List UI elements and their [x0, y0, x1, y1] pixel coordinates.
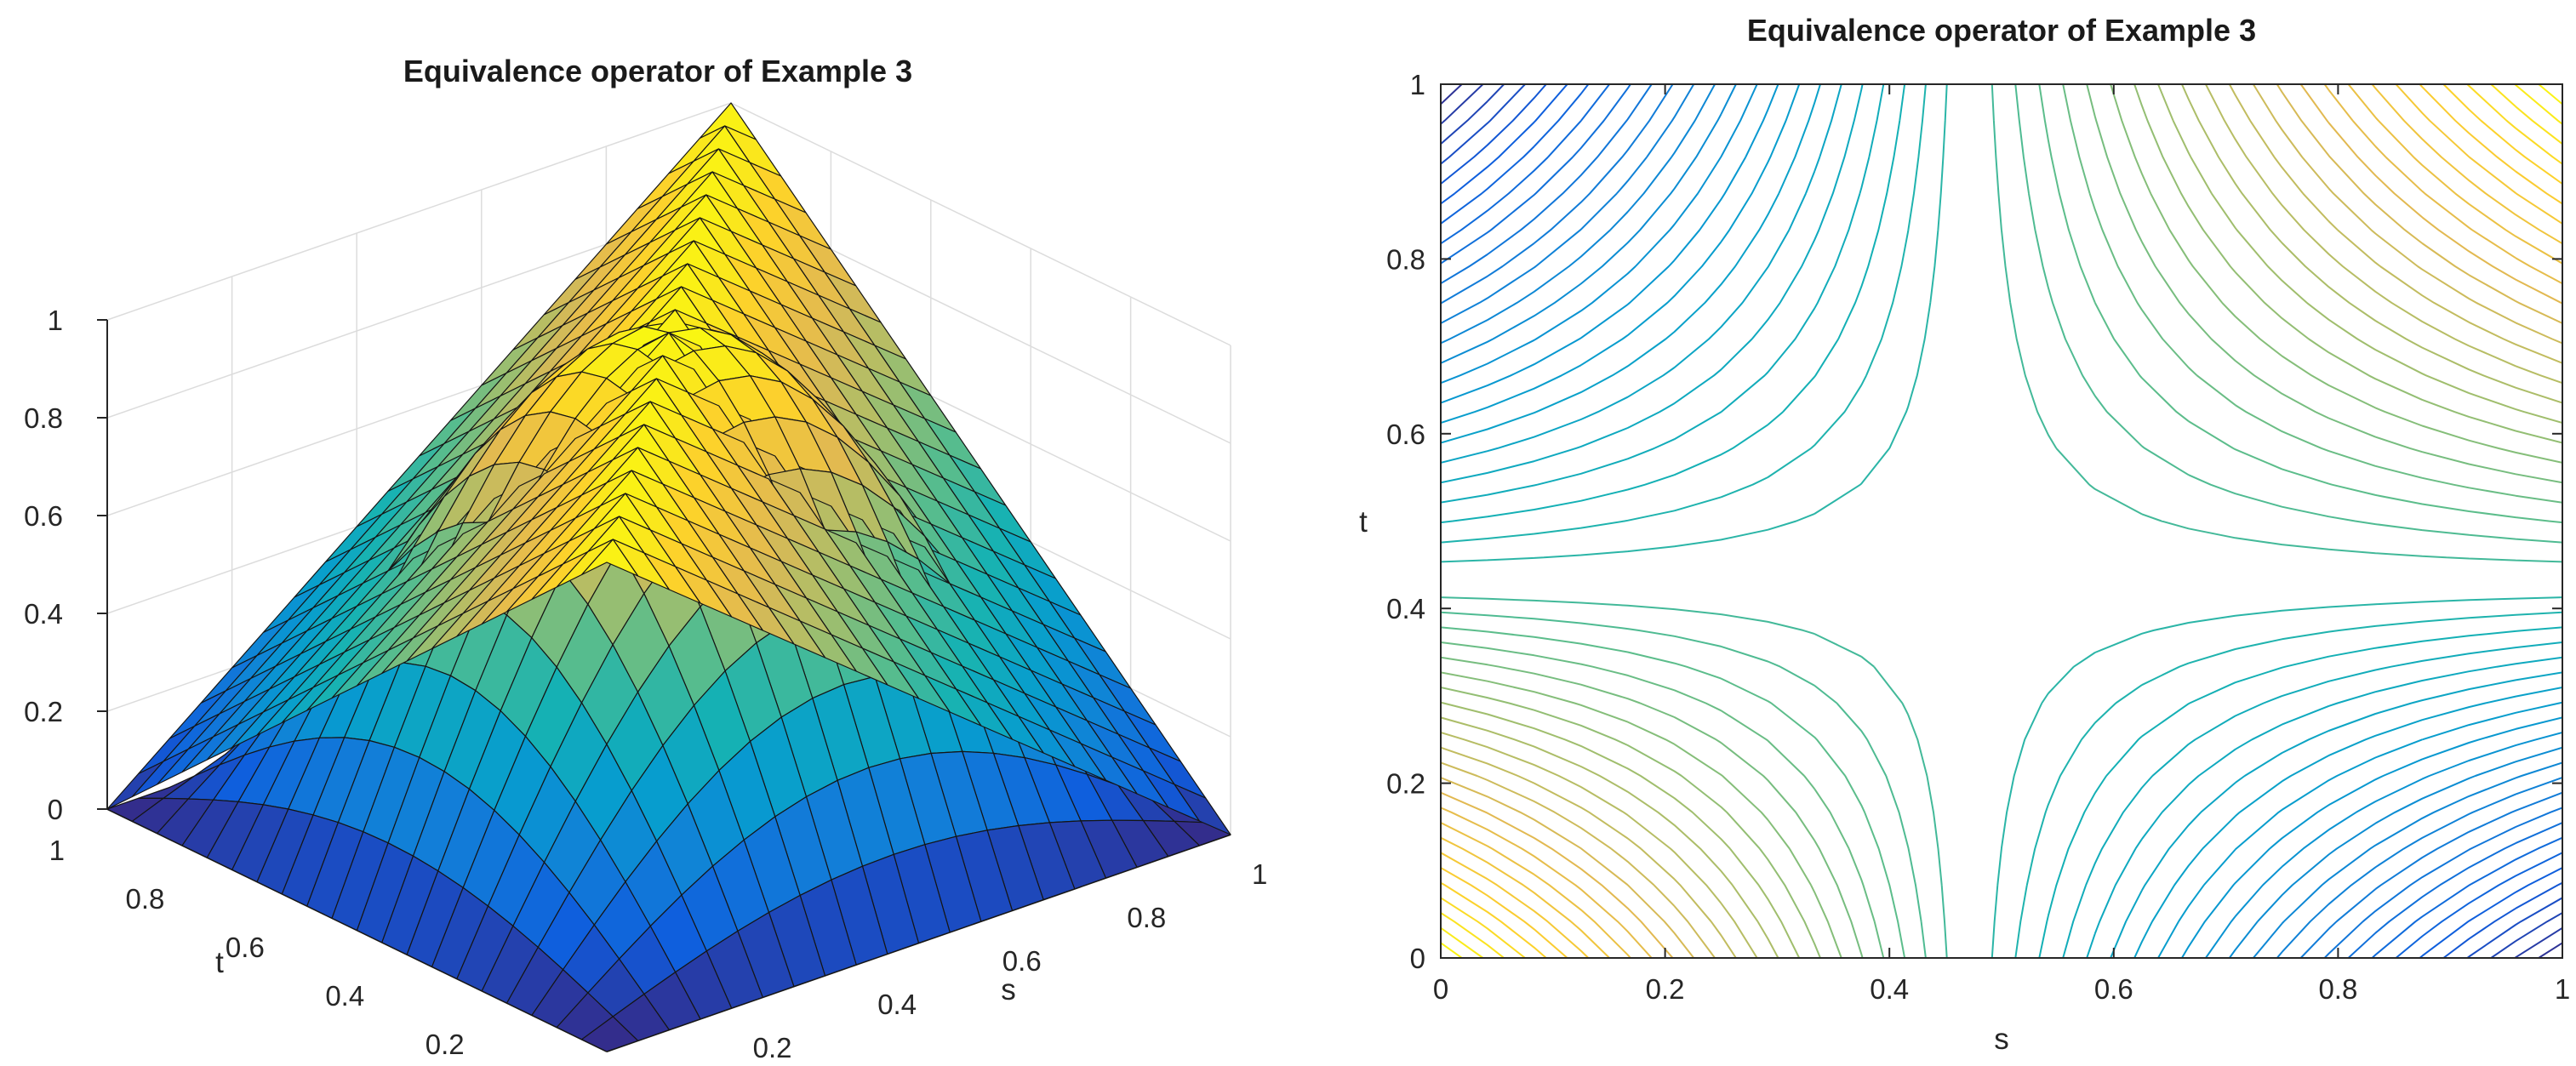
y-tick-label: 0.4 — [325, 980, 364, 1012]
contour-line — [1441, 84, 2562, 958]
y-tick-label: 1 — [49, 835, 65, 866]
contour-line — [1441, 84, 2562, 958]
surface-plot-xlabel: s — [1001, 973, 1016, 1006]
contour-line — [1441, 84, 2562, 958]
contour-plot-frame — [1440, 83, 2563, 959]
contour-line — [1441, 84, 2562, 958]
x-tick-label: 1 — [2555, 973, 2570, 1005]
contour-line — [1441, 84, 2562, 958]
y-tick-label: 0.6 — [1386, 419, 1425, 450]
contour-line — [1441, 84, 2562, 958]
contour-plot-tick-labels: 0 0.2 0.4 0.6 0.8 1 0 0.2 0.4 0.6 0.8 1 — [1386, 69, 2570, 1005]
contour-line — [1441, 84, 2562, 958]
contour-lines — [1441, 84, 2562, 958]
contour-line — [1441, 84, 2562, 958]
surface-facet — [580, 1016, 639, 1052]
contour-line — [1441, 84, 2562, 958]
x-tick-label: 0.8 — [1127, 902, 1166, 933]
y-tick-label: 0.2 — [1386, 768, 1425, 800]
contour-line — [1441, 84, 2562, 958]
z-tick-label: 1 — [48, 305, 63, 336]
contour-line — [1441, 84, 2562, 958]
x-tick-label: 0.2 — [753, 1032, 792, 1063]
contour-line — [1441, 84, 2562, 958]
contour-line — [1441, 84, 2562, 958]
x-tick-label: 0 — [1433, 973, 1448, 1005]
surface-plot-surfaces — [106, 102, 1231, 1052]
contour-line — [1441, 84, 2562, 958]
contour-line — [1441, 84, 2562, 958]
contour-line — [1441, 84, 2562, 958]
contour-line — [1441, 84, 2562, 958]
surface-plot-title: Equivalence operator of Example 3 — [403, 54, 912, 88]
z-tick-label: 0 — [48, 794, 63, 825]
contour-line — [1441, 84, 2562, 958]
wall-gridline — [106, 102, 732, 321]
y-tick-label: 1 — [1410, 69, 1425, 100]
contour-line — [1441, 84, 2562, 958]
contour-line — [1441, 84, 2562, 958]
x-tick-label: 0.6 — [1002, 945, 1042, 977]
contour-plot-title: Equivalence operator of Example 3 — [1747, 13, 2256, 48]
contour-line — [1441, 84, 2562, 958]
contour-line — [1441, 84, 2562, 958]
contour-line — [1441, 84, 2562, 958]
contour-line — [1441, 84, 2562, 958]
contour-plot: Equivalence operator of Example 3 0 0.2 0.… — [1359, 13, 2570, 1056]
y-tick-label: 0.8 — [1386, 243, 1425, 275]
surface-plot-tick-labels: 00.20.40.60.8100.20.40.60.8100.20.40.60.… — [24, 305, 1267, 1063]
x-tick-label: 0.6 — [2094, 973, 2133, 1005]
contour-line — [1441, 84, 2562, 958]
y-tick-label: 0.6 — [226, 932, 265, 963]
contour-line — [1441, 84, 2562, 958]
wall-gridline — [730, 102, 1231, 346]
z-tick-label: 0.8 — [24, 402, 63, 434]
contour-line — [1441, 84, 2562, 958]
y-tick-label: 0.4 — [1386, 593, 1425, 624]
contour-line — [1441, 84, 2562, 958]
contour-line — [1441, 84, 2562, 958]
y-tick-label: 0 — [1410, 943, 1425, 974]
contour-line — [1441, 84, 2562, 958]
contour-line — [1441, 84, 2562, 958]
x-tick-label: 1 — [1252, 858, 1267, 890]
surface-plot: Equivalence operator of Example 3 0 0.2 0.… — [24, 54, 1267, 1063]
contour-line — [1441, 84, 2562, 958]
contour-line — [1441, 84, 2562, 958]
contour-line — [1441, 84, 2562, 958]
contour-plot-xlabel: s — [1994, 1023, 2009, 1056]
contour-line — [1441, 84, 2562, 958]
surface-plot-ylabel: t — [215, 946, 224, 979]
surface-facet — [580, 539, 639, 577]
contour-line — [1441, 84, 2562, 958]
contour-line — [1441, 84, 2562, 958]
x-tick-label: 0.8 — [2318, 973, 2357, 1005]
contour-line — [1441, 84, 2562, 958]
contour-line — [1441, 84, 2562, 958]
contour-line — [1441, 84, 2562, 958]
x-tick-label: 0.2 — [1646, 973, 1685, 1005]
contour-line — [1441, 84, 2562, 958]
z-tick-label: 0.6 — [24, 500, 63, 532]
z-tick-label: 0.2 — [24, 696, 63, 727]
contour-line — [1441, 84, 2562, 958]
x-tick-label: 0.4 — [1870, 973, 1909, 1005]
contour-line — [1441, 84, 2562, 958]
contour-line — [1441, 84, 2562, 958]
y-tick-label: 0.8 — [126, 883, 165, 915]
x-tick-label: 0.4 — [877, 989, 917, 1020]
z-tick-label: 0.4 — [24, 598, 63, 630]
contour-plot-ylabel: t — [1359, 505, 1368, 539]
y-tick-label: 0.2 — [426, 1029, 465, 1060]
